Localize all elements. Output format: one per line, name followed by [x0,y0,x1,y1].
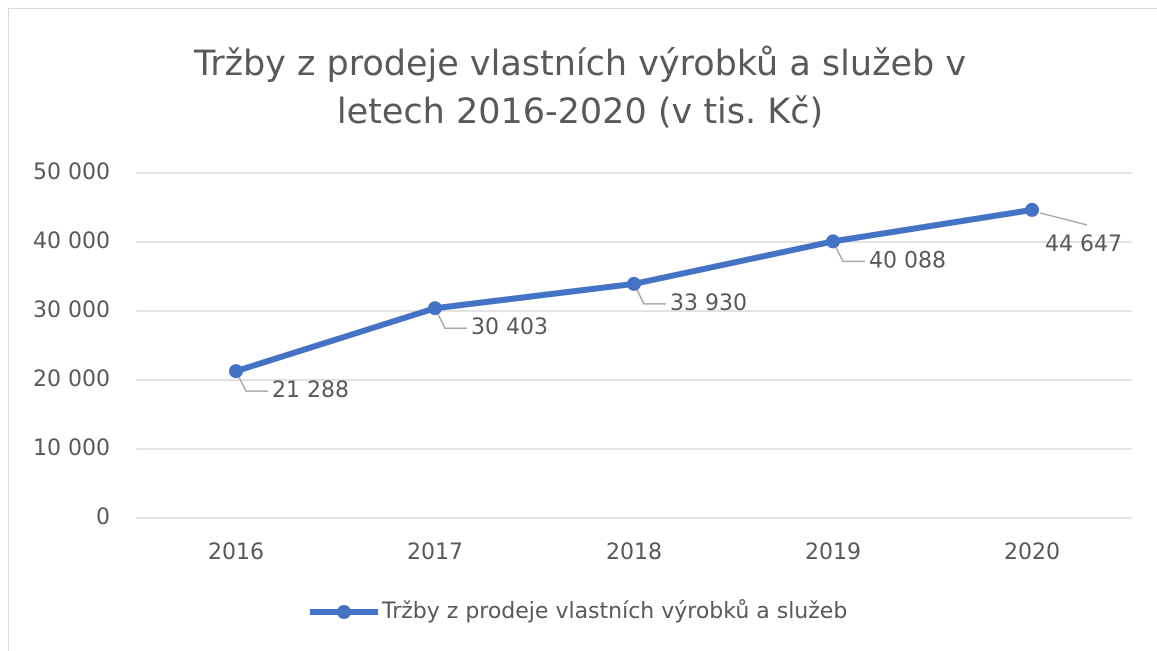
x-tick-label: 2016 [208,540,264,565]
chart-border [8,8,1157,651]
data-label: 44 647 [1045,232,1122,257]
legend-marker [337,605,351,619]
y-tick-label: 10 000 [33,436,110,461]
data-point [229,364,243,379]
data-point [428,301,442,316]
leader-line [238,376,268,392]
data-point [1025,202,1039,217]
legend-label: Tržby z prodeje vlastních výrobků a služ… [381,599,847,624]
x-tick-label: 2019 [805,540,861,565]
data-point [627,276,641,291]
leader-line [835,247,865,263]
x-tick-label: 2018 [606,540,662,565]
leader-line [636,289,666,305]
leader-line [437,313,467,329]
data-label: 30 403 [471,315,548,340]
chart-title: Tržby z prodeje vlastních výrobků a služ… [193,44,967,132]
data-label: 33 930 [670,291,747,316]
y-tick-label: 50 000 [33,160,110,185]
leader-line [1039,212,1088,226]
data-label: 40 088 [869,248,946,273]
y-tick-label: 0 [96,505,110,530]
y-tick-label: 30 000 [33,298,110,323]
x-tick-label: 2017 [407,540,463,565]
y-tick-label: 40 000 [33,229,110,254]
data-point [826,234,840,249]
x-tick-label: 2020 [1004,540,1060,565]
y-tick-label: 20 000 [33,367,110,392]
data-label: 21 288 [272,378,349,403]
